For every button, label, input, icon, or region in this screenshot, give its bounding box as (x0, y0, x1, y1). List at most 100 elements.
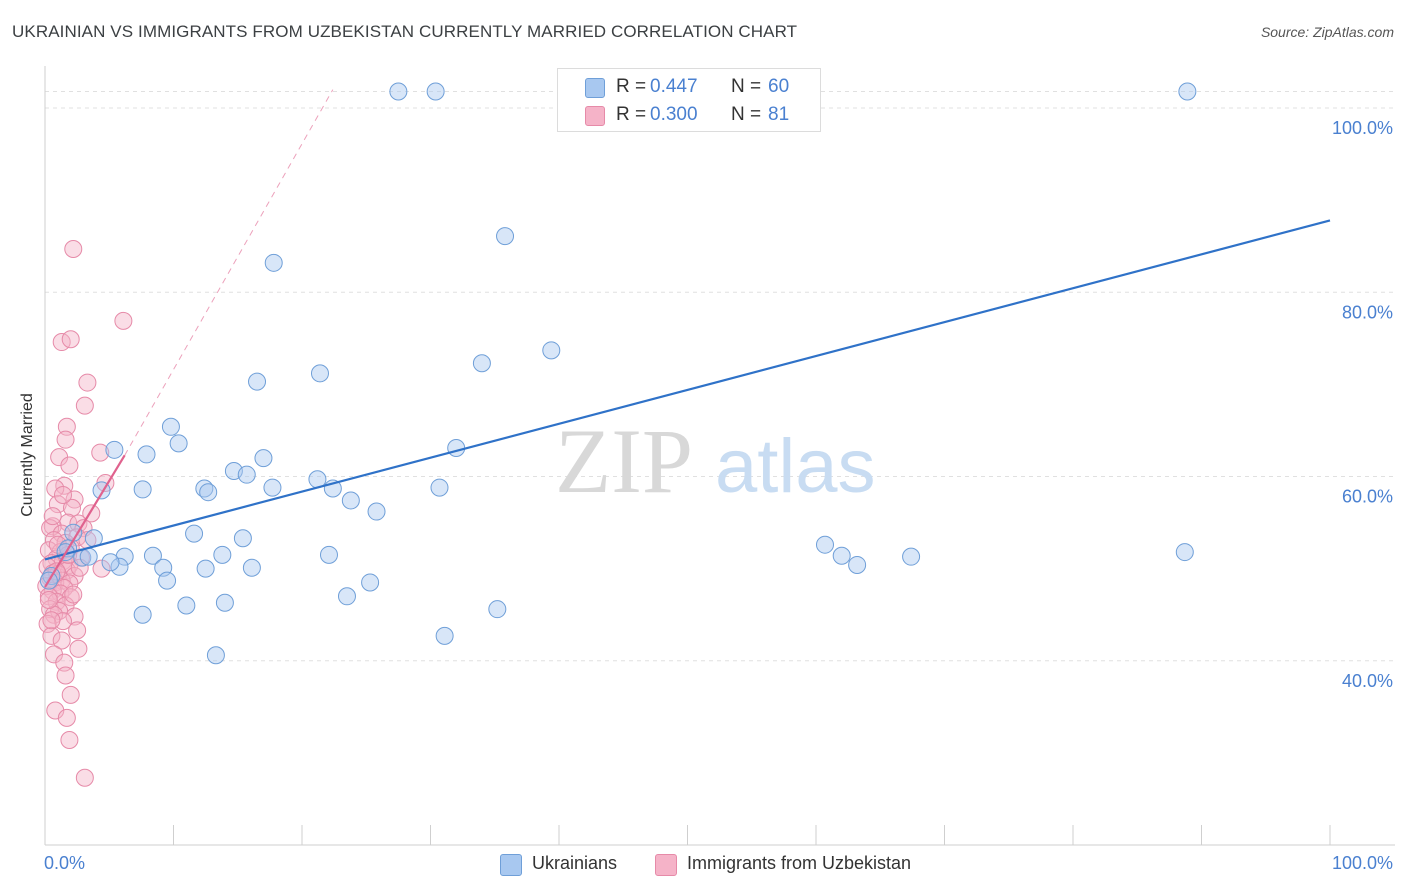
uzbekistan-point (51, 584, 70, 603)
ukrainians-point (1178, 82, 1197, 101)
uzbekistan-point (53, 485, 72, 504)
series-ukrainians-points (39, 82, 1197, 665)
legend-row-uzbekistan: R = 0.300 N = 81 (558, 100, 820, 128)
legend-r-value: 0.447 (650, 76, 698, 97)
legend-r-value: 0.300 (650, 104, 698, 125)
ukrainians-point (79, 547, 98, 566)
uzbekistan-point (56, 666, 75, 685)
ukrainians-trend-line (44, 219, 1331, 561)
uzbekistan-point (114, 311, 133, 330)
ukrainians-point (832, 546, 851, 565)
correlation-legend: R = 0.447 N = 60 R = 0.300 N = 81 (557, 68, 821, 132)
uzbekistan-point (60, 730, 79, 749)
legend-r-label: R = (616, 76, 647, 97)
uzbekistan-point (57, 417, 76, 436)
ukrainians-point (177, 596, 196, 615)
ukrainians-point (1175, 543, 1194, 562)
ukrainians-point (161, 417, 180, 436)
series-legend: Ukrainians Immigrants from Uzbekistan (0, 852, 1406, 878)
ukrainians-point (101, 553, 120, 572)
uzbekistan-point (43, 517, 62, 536)
legend-r-label: R = (616, 104, 647, 125)
ukrainians-point (254, 449, 273, 468)
y-tick-label: 100.0% (1332, 118, 1393, 138)
ukrainians-point (137, 445, 156, 464)
ukrainians-point (105, 440, 124, 459)
ukrainians-point (263, 478, 282, 497)
uzbekistan-point (91, 443, 110, 462)
legend-swatch-pink (585, 106, 605, 126)
tick-labels: 40.0% 60.0% 80.0% 100.0% 0.0% 100.0% (44, 118, 1393, 873)
uzbekistan-point (64, 239, 83, 258)
uzbekistan-point (56, 430, 75, 449)
uzbekistan-point (41, 519, 60, 538)
ukrainians-point (133, 480, 152, 499)
uzbekistan-point (75, 768, 94, 787)
ukrainians-point (206, 646, 225, 665)
y-tick-label: 60.0% (1342, 487, 1393, 507)
uzbekistan-point (61, 685, 80, 704)
source-label: Source: ZipAtlas.com (1260, 24, 1394, 40)
legend-swatch-pink (655, 854, 677, 876)
uzbekistan-point (46, 701, 65, 720)
uzbekistan-point (65, 607, 84, 626)
ukrainians-point (435, 626, 454, 645)
uzbekistan-point (62, 498, 81, 517)
legend-swatch-blue (585, 78, 605, 98)
ukrainians-point (848, 555, 867, 574)
ukrainians-point (496, 227, 515, 246)
ukrainians-point (361, 573, 380, 592)
uzbekistan-point (46, 479, 65, 498)
ukrainians-point (472, 354, 491, 373)
ukrainians-point (488, 600, 507, 619)
legend-n-value: 60 (768, 76, 790, 97)
ukrainians-point (341, 491, 360, 510)
ukrainians-point (426, 82, 445, 101)
uzbekistan-point (52, 631, 71, 650)
watermark: ZIP atlas (555, 410, 876, 512)
trend-lines (44, 89, 1331, 588)
series-uzbekistan-points (37, 239, 133, 787)
ukrainians-point (430, 478, 449, 497)
uzbekistan-point (57, 708, 76, 727)
y-tick-label: 80.0% (1342, 302, 1393, 322)
ukrainians-point (264, 253, 283, 272)
y-tick-label: 40.0% (1342, 671, 1393, 691)
ukrainians-point (185, 524, 204, 543)
ukrainians-point (389, 82, 408, 101)
x-tick-label: 0.0% (44, 853, 85, 873)
ukrainians-point (133, 605, 152, 624)
ukrainians-point (447, 438, 466, 457)
uzbekistan-point (39, 590, 58, 609)
ukrainians-point (815, 535, 834, 554)
ukrainians-point (215, 593, 234, 612)
legend-n-value: 81 (768, 104, 790, 125)
uzbekistan-point (61, 330, 80, 349)
ukrainians-point (110, 557, 129, 576)
ukrainians-point (233, 529, 252, 548)
chart-title: UKRAINIAN VS IMMIGRANTS FROM UZBEKISTAN … (12, 22, 798, 41)
ukrainians-point (367, 502, 386, 521)
watermark-atlas: atlas (715, 424, 876, 509)
legend-row-ukrainians: R = 0.447 N = 60 (558, 72, 820, 100)
uzbekistan-point (42, 611, 61, 630)
legend-swatch-blue (500, 854, 522, 876)
ukrainians-point (248, 372, 267, 391)
uzbekistan-point (60, 456, 79, 475)
ukrainians-point (902, 547, 921, 566)
ukrainians-point (542, 341, 561, 360)
uzbekistan-trend-extension (124, 89, 334, 456)
uzbekistan-point (42, 626, 61, 645)
ukrainians-point (319, 545, 338, 564)
ukrainians-point (213, 545, 232, 564)
ukrainians-point (143, 546, 162, 565)
ukrainians-point (237, 465, 256, 484)
uzbekistan-point (68, 621, 87, 640)
ukrainians-point (310, 364, 329, 383)
legend-label-uzbekistan: Immigrants from Uzbekistan (687, 853, 912, 873)
ukrainians-point (199, 483, 218, 502)
ukrainians-point (158, 571, 177, 590)
uzbekistan-point (69, 639, 88, 658)
uzbekistan-point (78, 373, 97, 392)
